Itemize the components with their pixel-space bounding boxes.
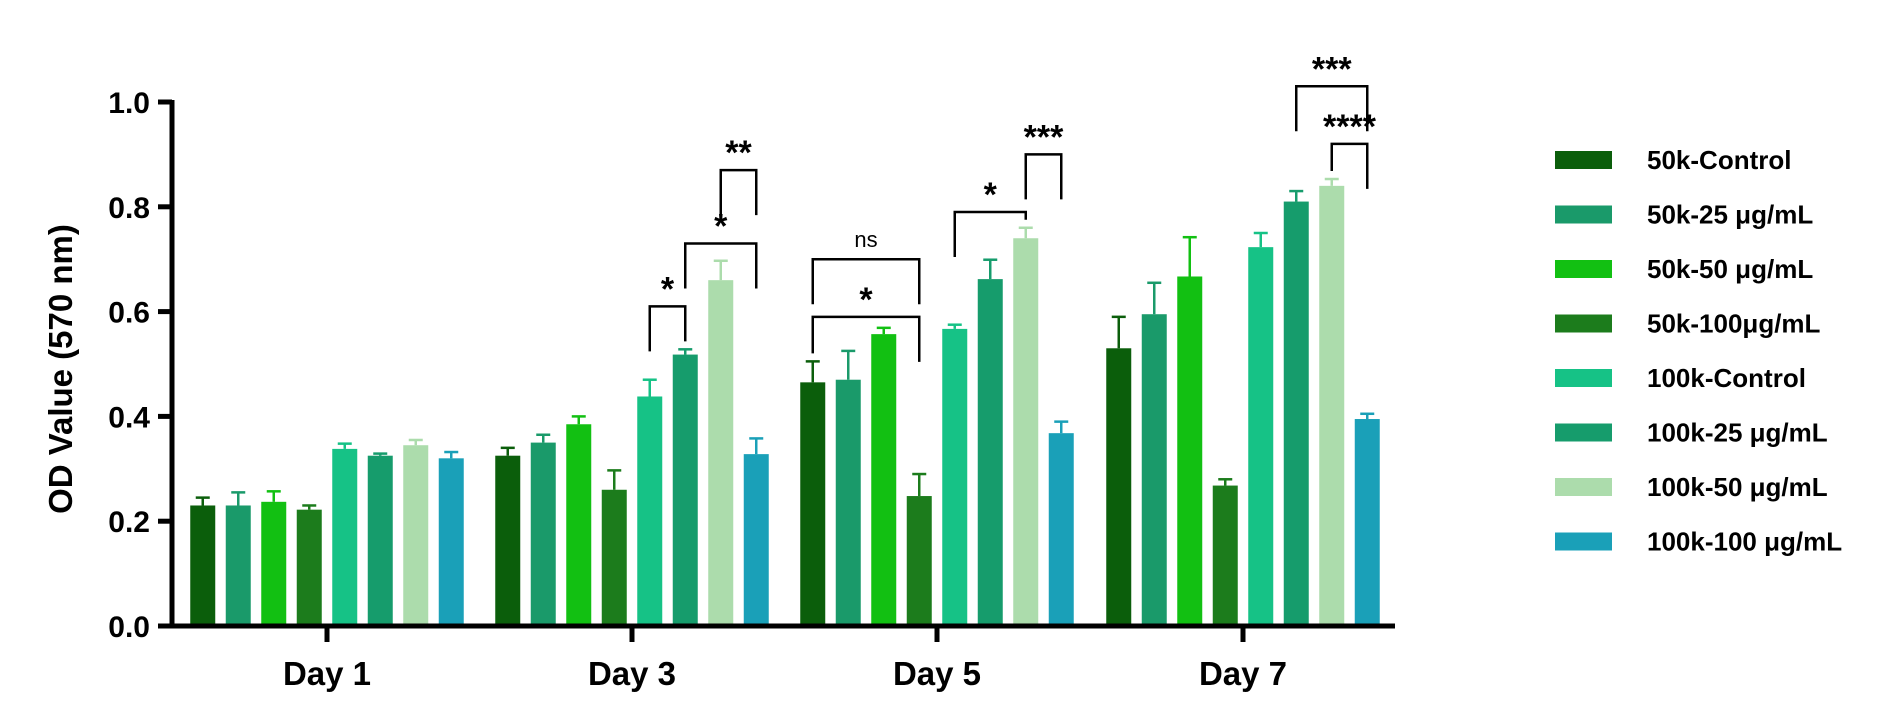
bar-day-3-series-6 — [672, 354, 698, 626]
significance-label: **** — [1323, 108, 1377, 146]
bar-day-5-series-8 — [1048, 433, 1074, 626]
legend-swatch — [1555, 478, 1612, 496]
bar-day-1-series-1 — [190, 505, 216, 626]
y-axis-label: OD Value (570 nm) — [42, 224, 79, 514]
significance-bracket — [1295, 85, 1369, 132]
legend-swatch — [1555, 369, 1612, 387]
bar-day-5-series-3 — [871, 334, 897, 626]
significance-bracket — [953, 210, 1027, 258]
bar-day-7-series-7 — [1319, 185, 1345, 626]
bar-day-5-series-6 — [977, 279, 1003, 626]
x-tick-label: Day 5 — [893, 655, 981, 692]
legend-label: 50k-Control — [1647, 145, 1791, 175]
bar-day-5-series-1 — [800, 382, 826, 626]
significance-bracket — [719, 168, 758, 216]
legend-label: 100k-50 μg/mL — [1647, 472, 1828, 502]
bar-day-3-series-7 — [708, 280, 734, 626]
y-tick-label: 0.6 — [108, 297, 150, 330]
significance-label: * — [984, 176, 998, 214]
legend: 50k-Control 50k-25 μg/mL 50k-50 μg/mL 50k-1… — [1555, 145, 1842, 557]
bar-day-7-series-5 — [1248, 247, 1274, 626]
legend-swatch — [1555, 314, 1612, 333]
legend-label: 100k-Control — [1647, 363, 1806, 393]
bar-day-1-series-3 — [261, 501, 287, 626]
significance-label: ** — [725, 134, 752, 172]
legend-label: 50k-50 μg/mL — [1647, 254, 1813, 284]
bar-day-1-series-8 — [438, 458, 464, 626]
bar-day-7-series-6 — [1283, 201, 1309, 626]
y-tick-label: 0.8 — [108, 192, 150, 225]
bar-day-3-series-3 — [566, 424, 592, 626]
bar-day-5-series-2 — [835, 379, 861, 626]
bar-day-7-series-3 — [1177, 276, 1203, 626]
significance-bracket — [1024, 153, 1063, 200]
bar-day-5-series-5 — [942, 328, 968, 626]
bar-day-3-series-2 — [530, 442, 556, 626]
bar-day-7-series-8 — [1354, 419, 1380, 626]
significance-bracket — [811, 257, 921, 305]
legend-swatch — [1555, 205, 1612, 224]
legend-swatch — [1555, 423, 1612, 442]
bar-day-5-series-4 — [906, 496, 932, 626]
significance-bracket — [811, 315, 921, 362]
bar-day-7-series-4 — [1212, 485, 1238, 626]
y-tick-label: 0.0 — [108, 611, 150, 644]
significance-label: * — [714, 207, 728, 245]
bar-day-7-series-1 — [1106, 348, 1132, 626]
legend-label: 50k-100μg/mL — [1647, 309, 1821, 339]
significance-label: * — [661, 270, 675, 308]
significance-bracket — [684, 242, 758, 289]
bar-day-1-series-7 — [403, 445, 429, 626]
legend-label: 100k-100 μg/mL — [1647, 527, 1842, 557]
bar-day-3-series-8 — [743, 454, 769, 626]
significance-bracket — [648, 305, 687, 352]
y-tick-label: 1.0 — [108, 87, 150, 120]
bar-day-1-series-4 — [296, 509, 322, 626]
x-tick-label: Day 1 — [283, 655, 371, 692]
legend-label: 50k-25 μg/mL — [1647, 200, 1813, 230]
y-tick-label: 0.4 — [108, 401, 150, 434]
x-tick-label: Day 7 — [1199, 655, 1287, 692]
legend-swatch — [1555, 532, 1612, 551]
bar-day-5-series-7 — [1013, 238, 1039, 627]
significance-label: ns — [854, 227, 877, 252]
legend-swatch — [1555, 260, 1612, 278]
bar-day-3-series-1 — [495, 455, 521, 626]
significance-label: *** — [1312, 50, 1352, 88]
x-tick-label: Day 3 — [588, 655, 676, 692]
bar-day-7-series-2 — [1141, 314, 1167, 626]
bar-day-3-series-5 — [637, 396, 663, 626]
legend-swatch — [1555, 151, 1612, 169]
bar-day-1-series-6 — [367, 455, 393, 626]
legend-label: 100k-25 μg/mL — [1647, 418, 1828, 448]
significance-label: *** — [1024, 118, 1064, 156]
bar-day-3-series-4 — [601, 489, 627, 626]
y-tick-label: 0.2 — [108, 506, 150, 539]
significance-label: * — [859, 281, 873, 319]
significance-bracket — [1330, 142, 1369, 189]
bar-day-1-series-5 — [332, 448, 358, 626]
bar-day-1-series-2 — [225, 505, 251, 626]
